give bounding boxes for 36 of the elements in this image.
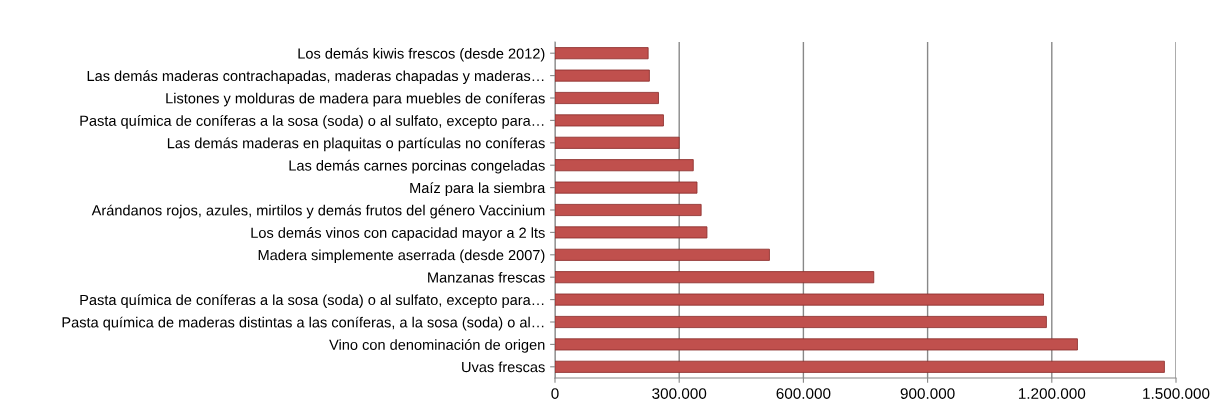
bar [555,114,664,127]
x-tick-label: 0 [551,388,559,399]
x-tick-label: 1.200.000 [1018,388,1086,399]
y-tick-label: Las demás maderas en plaquitas o partículas no coníferas [167,137,545,152]
bar [555,47,649,60]
y-tick-label: Pasta química de maderas distintas a las coníferas, a la sosa (soda) o al… [62,316,544,331]
y-tick-label: Manzanas frescas [428,271,545,283]
bar [555,248,770,261]
bar [555,136,680,149]
bar [555,69,650,82]
bar [555,91,659,105]
bar [555,271,875,284]
x-tick-label: 900.000 [900,388,955,399]
bar [555,203,702,217]
x-tick-label: 600.000 [776,388,831,399]
y-tick-label: Pasta química de coníferas a la sosa (soda) o al sulfato, excepto para… [80,115,544,129]
y-tick-label: Los demás kiwis frescos (desde 2012) [298,47,545,62]
y-tick-label: Vino con denominación de origen [329,339,545,353]
bar [555,181,698,194]
bar [555,226,708,239]
y-tick-label: Las demás carnes porcinas congeladas [289,159,545,174]
bar [555,338,1078,351]
y-tick-label: Madera simplemente aserrada (desde 2007) [258,249,545,264]
y-tick-label: Los demás vinos con capacidad mayor a 2 lts [251,227,545,241]
bar [555,293,1044,306]
y-tick-label: Pasta química de coníferas a la sosa (soda) o al sulfato, excepto para… [80,294,544,308]
x-tick-label: 300.000 [652,388,707,399]
y-tick-label: Las demás maderas contrachapadas, maderas chapadas y maderas… [87,70,544,84]
bar [555,315,1047,329]
y-tick-label: Arándanos rojos, azules, mirtilos y demás frutos del género Vaccinium [91,204,545,219]
y-tick-label: Maíz para la siembra [410,182,546,196]
y-tick-label: Uvas frescas [462,361,545,373]
bar [555,159,694,172]
y-tick-label: Listones y molduras de madera para muebles de coníferas [166,92,545,107]
bar [555,360,1165,373]
x-tick-label: 1.500.000 [1143,388,1210,399]
